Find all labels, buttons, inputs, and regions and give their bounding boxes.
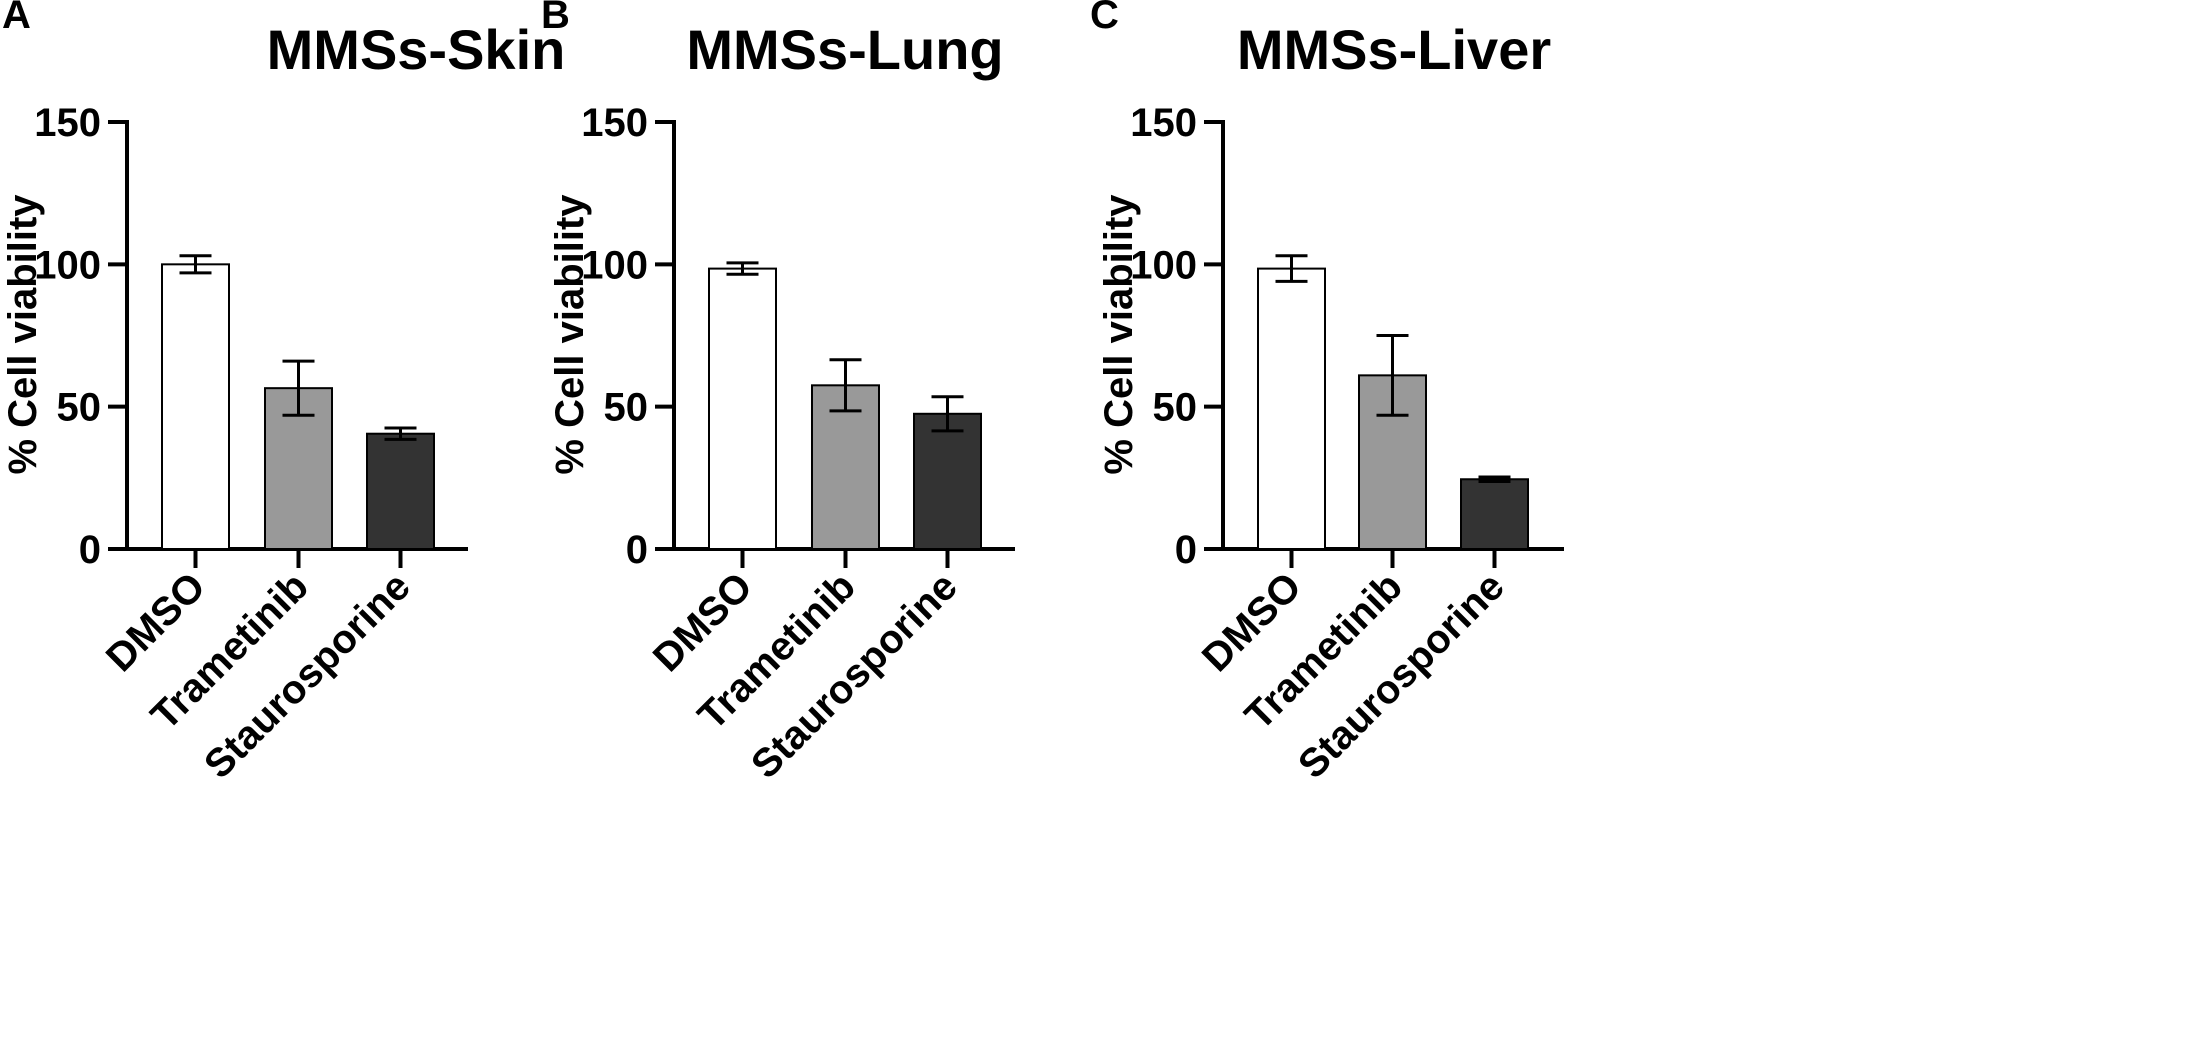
- panel-letter: A: [2, 0, 31, 37]
- y-axis-label: % Cell viability: [1, 194, 45, 475]
- y-tick-label: 50: [57, 386, 102, 430]
- bar-staurosporine: [913, 412, 982, 550]
- y-tick-label: 50: [1153, 386, 1198, 430]
- y-tick-label: 0: [1175, 528, 1197, 572]
- bar-staurosporine: [1460, 478, 1529, 550]
- y-axis-label: % Cell viability: [548, 194, 592, 475]
- bar-dmso: [1257, 267, 1326, 550]
- bar-dmso: [708, 267, 777, 550]
- y-tick-label: 150: [34, 101, 101, 145]
- panel-letter: C: [1090, 0, 1119, 37]
- chart-title: MMSs-Skin: [267, 18, 566, 81]
- y-tick-label: 0: [79, 528, 101, 572]
- y-axis-label: % Cell viability: [1097, 194, 1141, 475]
- chart-title: MMSs-Lung: [686, 18, 1003, 81]
- y-tick-label: 100: [581, 243, 648, 287]
- bar-dmso: [161, 263, 230, 550]
- y-tick-label: 0: [626, 528, 648, 572]
- y-tick-label: 150: [1130, 101, 1197, 145]
- y-tick-label: 100: [1130, 243, 1197, 287]
- panel-letter: B: [541, 0, 570, 37]
- bar-trametinib: [811, 384, 880, 551]
- bar-staurosporine: [366, 432, 435, 550]
- y-tick-label: 150: [581, 101, 648, 145]
- y-tick-label: 100: [34, 243, 101, 287]
- y-tick-label: 50: [604, 386, 649, 430]
- chart-title: MMSs-Liver: [1237, 18, 1551, 81]
